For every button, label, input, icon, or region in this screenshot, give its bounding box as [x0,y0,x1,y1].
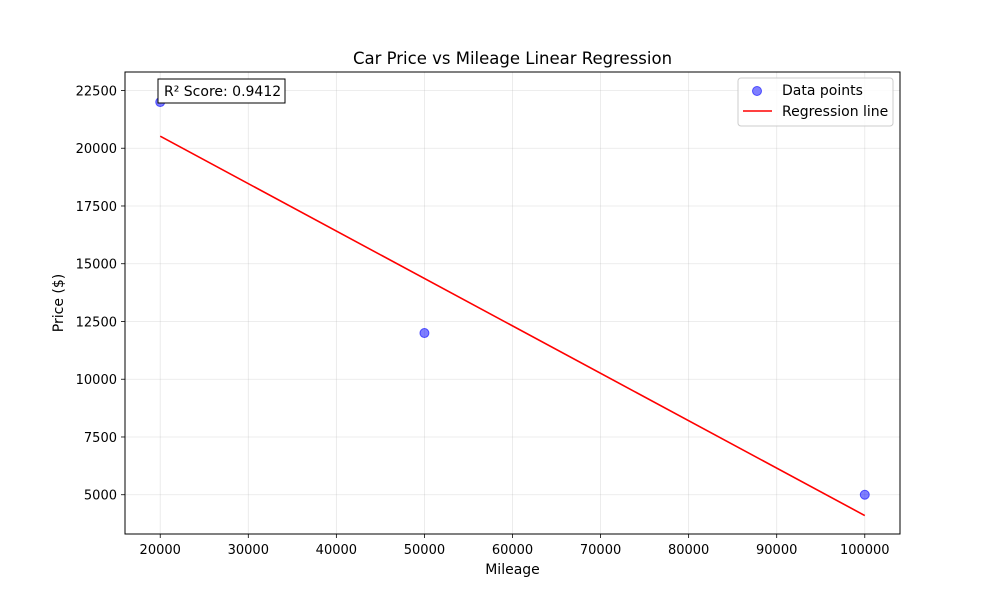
y-tick-label: 5000 [84,489,117,504]
y-tick-label: 20000 [76,142,117,157]
x-tick-label: 80000 [668,543,709,558]
chart-title: Car Price vs Mileage Linear Regression [353,49,672,68]
legend[interactable]: Data points Regression line [737,77,894,127]
y-tick-label: 15000 [76,258,117,273]
legend-label-data-points: Data points [782,83,863,99]
y-axis-title: Price ($) [51,274,67,332]
x-tick-label: 100000 [840,543,890,558]
y-tick-label: 17500 [76,200,117,215]
y-tick-label: 7500 [84,431,117,446]
regression-line [159,135,866,517]
axes: 20000 30000 40000 50000 60000 70000 80000 90000… [76,84,890,558]
x-tick-label: 60000 [492,543,533,558]
y-tick-label: 12500 [76,315,117,330]
x-tick-label: 70000 [580,543,621,558]
legend-marker-data-points [752,86,762,96]
x-tick-label: 90000 [756,543,797,558]
r2-annotation-box [157,78,286,104]
r2-annotation-text: R² Score: 0.9412 [164,84,281,100]
x-axis-title: Mileage [485,562,540,578]
data-point [419,328,430,339]
y-tick-label: 10000 [76,373,117,388]
x-tick-label: 40000 [316,543,357,558]
y-tick-label: 22500 [76,84,117,99]
x-tick-label: 50000 [404,543,445,558]
x-tick-label: 30000 [228,543,269,558]
legend-frame [737,77,894,127]
x-tick-label: 20000 [140,543,181,558]
data-point [859,489,870,500]
grid [125,72,900,534]
legend-label-regression-line: Regression line [782,104,888,120]
r2-annotation: R² Score: 0.9412 [157,78,286,104]
